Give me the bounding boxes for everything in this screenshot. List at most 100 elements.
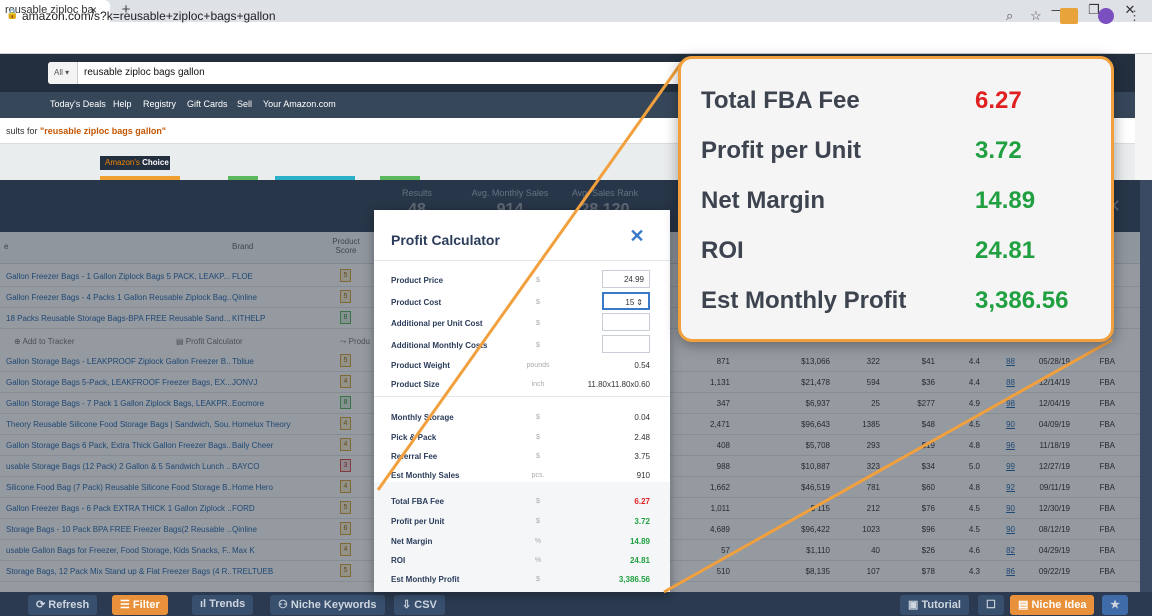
zoom-icon[interactable]: ⌕ xyxy=(1006,8,1014,23)
new-tab-button[interactable]: + xyxy=(121,1,131,18)
score-badge: 6 xyxy=(340,522,351,535)
brand-name[interactable]: TRELTUEB xyxy=(232,567,274,576)
extension-icon[interactable] xyxy=(1060,8,1078,24)
calc-unit: % xyxy=(534,538,542,545)
score-badge: 4 xyxy=(340,438,351,451)
refresh-button[interactable]: ⟳ Refresh xyxy=(28,595,98,615)
brand-name[interactable]: Eocmore xyxy=(232,399,265,408)
product-name[interactable]: Gallon Storage Bags - 7 Pack 1 Gallon Zi… xyxy=(6,399,231,408)
product-name[interactable]: Theory Reusable Silicone Food Storage Ba… xyxy=(6,420,231,429)
lqs-cell[interactable]: 90 xyxy=(1006,525,1015,534)
product-name[interactable]: Gallon Storage Bags - LEAKPROOF Ziplock … xyxy=(6,357,231,366)
nav-sell[interactable]: Sell xyxy=(237,99,253,109)
niche-keywords-button[interactable]: ⚇ Niche Keywords xyxy=(270,595,385,615)
brand-name[interactable]: FORD xyxy=(232,504,255,513)
nav-gift-cards[interactable]: Gift Cards xyxy=(187,99,228,109)
fba-cell: FBA xyxy=(1099,567,1115,576)
lqs-cell[interactable]: 99 xyxy=(1006,462,1015,471)
revenue-cell: $6,937 xyxy=(805,399,830,408)
col-name[interactable]: e xyxy=(4,242,9,251)
add-to-tracker-link[interactable]: ⊕ Add to Tracker xyxy=(14,337,75,346)
filter-button[interactable]: ☰ Filter xyxy=(112,595,168,615)
lqs-cell[interactable]: 88 xyxy=(1006,357,1015,366)
product-link[interactable]: ⤳ Produ xyxy=(340,337,370,346)
lqs-cell[interactable]: 98 xyxy=(1006,399,1015,408)
tab-close-icon[interactable]: × xyxy=(90,3,98,17)
divider xyxy=(374,260,670,261)
product-name[interactable]: Gallon Storage Bags 5-Pack, LEAKFROOF Fr… xyxy=(6,378,231,387)
date-cell: 09/22/19 xyxy=(1038,567,1070,576)
csv-button[interactable]: ⇩ CSV xyxy=(394,595,445,615)
chat-button[interactable]: ☐ xyxy=(978,595,1004,615)
browser-tab[interactable]: reusable ziploc ba xyxy=(0,0,110,22)
product-name[interactable]: usable Gallon Bags for Freezer, Food Sto… xyxy=(6,546,231,555)
tutorial-button[interactable]: ▣ Tutorial xyxy=(900,595,969,615)
nav-registry[interactable]: Registry xyxy=(143,99,177,109)
brand-name[interactable]: JONVJ xyxy=(232,378,258,387)
brand-name[interactable]: FLOE xyxy=(232,272,253,281)
brand-name[interactable]: Max K xyxy=(232,546,255,555)
lqs-cell[interactable]: 82 xyxy=(1006,546,1015,555)
product-name[interactable]: Gallon Freezer Bags - 6 Pack EXTRA THICK… xyxy=(6,504,231,513)
rating-cell: 5.0 xyxy=(968,462,980,471)
stat-label: Avg. Monthly Sales xyxy=(471,188,549,198)
calc-label: Additional Monthly Costs xyxy=(391,341,488,350)
page-scrollbar[interactable] xyxy=(1135,54,1152,184)
profit-calculator-link[interactable]: ▤ Profit Calculator xyxy=(176,337,243,346)
stepper-icon[interactable]: ⇕ xyxy=(636,298,643,307)
product-name[interactable]: Storage Bags - 10 Pack BPA FREE Freezer … xyxy=(6,525,231,534)
product-name[interactable]: 18 Packs Reusable Storage Bags-BPA FREE … xyxy=(6,314,231,323)
brand-name[interactable]: Homelux Theory xyxy=(232,420,291,429)
lqs-cell[interactable]: 96 xyxy=(1006,441,1015,450)
product-name[interactable]: Gallon Freezer Bags - 4 Packs 1 Gallon R… xyxy=(6,293,231,302)
calc-input[interactable] xyxy=(602,335,650,353)
nav-todays-deals[interactable]: Today's Deals xyxy=(50,99,106,109)
col-brand[interactable]: Brand xyxy=(232,242,254,251)
bookmark-star-icon[interactable]: ☆ xyxy=(1030,8,1042,23)
brand-name[interactable]: Tbliue xyxy=(232,357,254,366)
lqs-cell[interactable]: 90 xyxy=(1006,504,1015,513)
revenue-cell: $21,478 xyxy=(801,378,830,387)
nav-help[interactable]: Help xyxy=(113,99,132,109)
close-icon[interactable]: ✕ xyxy=(629,226,645,246)
col-score[interactable]: Product Score xyxy=(332,237,360,255)
menu-kebab-icon[interactable]: ⋮ xyxy=(1128,8,1141,23)
star-button[interactable]: ★ xyxy=(1102,595,1128,615)
sales-cell: 347 xyxy=(716,399,730,408)
calc-unit: $ xyxy=(536,434,540,441)
product-name[interactable]: Gallon Storage Bags 6 Pack, Extra Thick … xyxy=(6,441,231,450)
url-field[interactable]: amazon.com/s?k=reusable+ziploc+bags+gall… xyxy=(22,9,276,23)
trends-button[interactable]: ıl Trends xyxy=(192,595,254,615)
zoom-value: 24.81 xyxy=(975,237,1036,264)
calc-unit: $ xyxy=(536,576,540,583)
product-name[interactable]: usable Storage Bags (12 Pack) 2 Gallon &… xyxy=(6,462,231,471)
product-name[interactable]: Gallon Freezer Bags - 1 Gallon Ziplock B… xyxy=(6,272,231,281)
lqs-cell[interactable]: 88 xyxy=(1006,378,1015,387)
brand-name[interactable]: Home Hero xyxy=(232,483,273,492)
lqs-cell[interactable]: 92 xyxy=(1006,483,1015,492)
search-category[interactable]: All ▾ xyxy=(48,62,78,84)
calc-input[interactable] xyxy=(602,313,650,331)
product-name[interactable]: Silicone Food Bag (7 Pack) Reusable Sili… xyxy=(6,483,231,492)
brand-name[interactable]: BAYCO xyxy=(232,462,260,471)
brand-name[interactable]: Qinline xyxy=(232,525,257,534)
lqs-cell[interactable]: 90 xyxy=(1006,420,1015,429)
close-window-button[interactable]: ✕ xyxy=(1124,2,1136,17)
maximize-button[interactable]: ❐ xyxy=(1088,2,1100,17)
brand-name[interactable]: KITHELP xyxy=(232,314,266,323)
panel-scrollbar[interactable] xyxy=(1140,180,1152,616)
search-input[interactable]: reusable ziploc bags gallon xyxy=(84,67,205,78)
lqs-cell[interactable]: 86 xyxy=(1006,567,1015,576)
niche-idea-button[interactable]: ▤ Niche Idea xyxy=(1010,595,1095,615)
brand-name[interactable]: Qinline xyxy=(232,293,257,302)
nav-your-amazon[interactable]: Your Amazon.com xyxy=(263,99,336,109)
product-name[interactable]: Storage Bags, 12 Pack Mix Stand up & Fla… xyxy=(6,567,231,576)
calc-input[interactable]: 24.99 xyxy=(602,270,650,288)
profile-avatar[interactable] xyxy=(1098,8,1114,24)
brand-name[interactable]: Baily Cheer xyxy=(232,441,274,450)
lock-icon: 🔒 xyxy=(6,9,19,20)
sales-cell: 57 xyxy=(721,546,730,555)
amazon-search[interactable]: All ▾ reusable ziploc bags gallon xyxy=(48,62,688,84)
sales-cell: 1,662 xyxy=(709,483,730,492)
calc-input[interactable]: 15 ⇕ xyxy=(602,292,650,310)
